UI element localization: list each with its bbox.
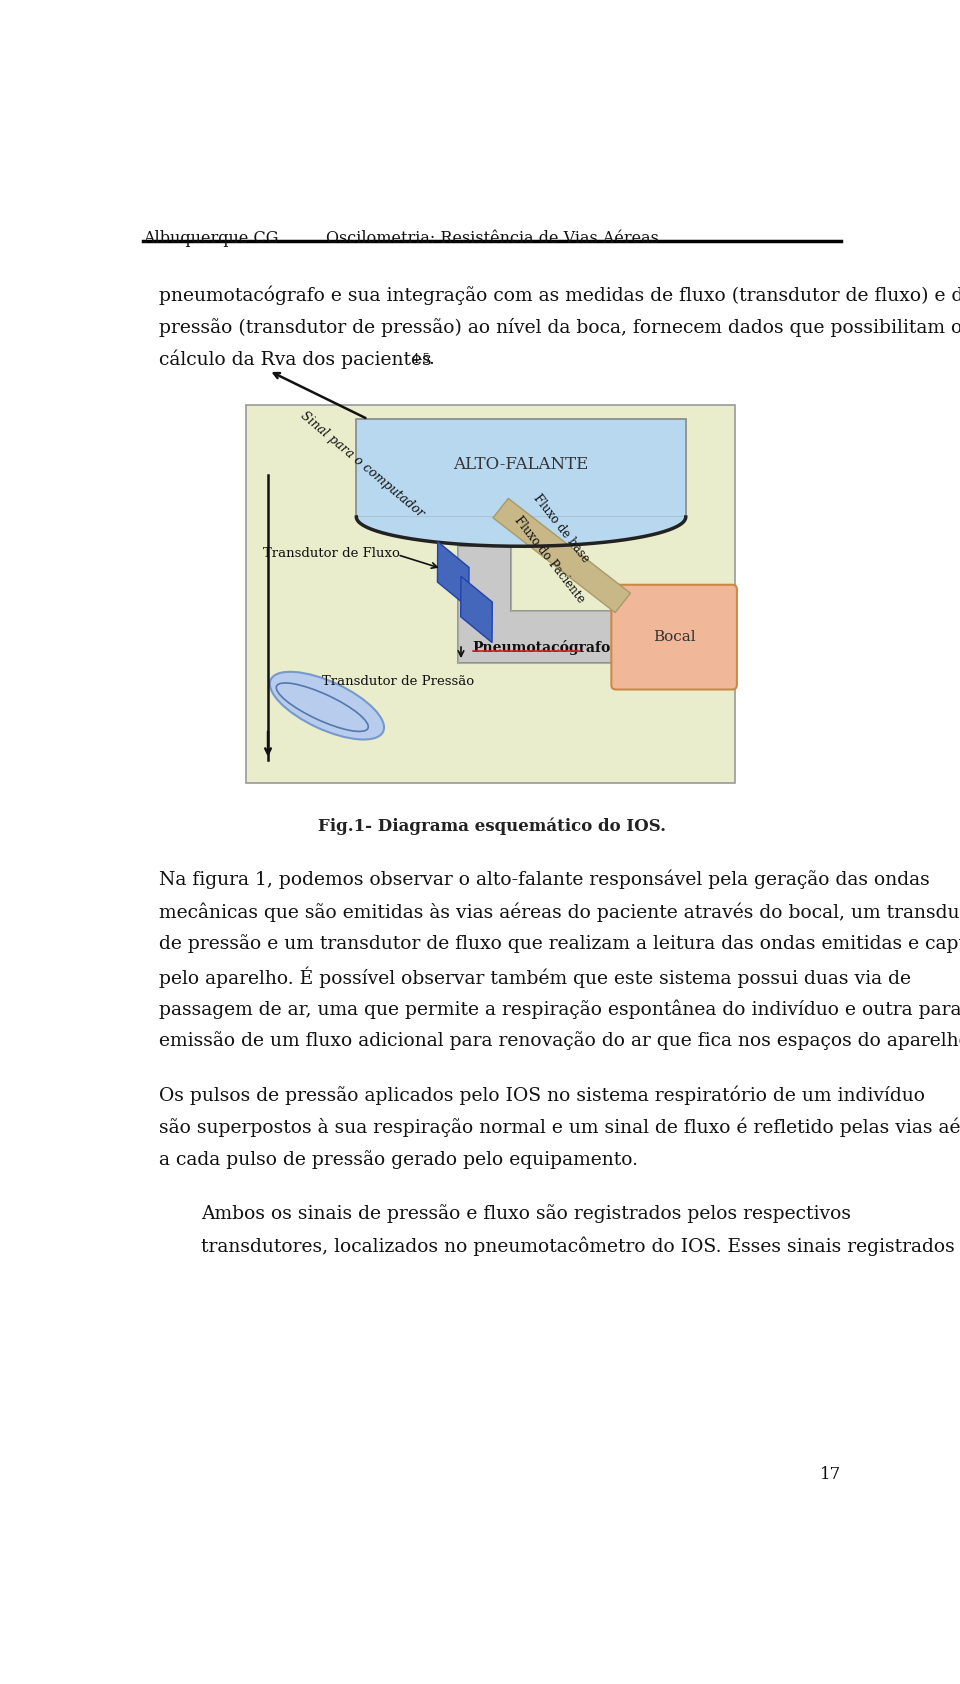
Text: pneumotacógrafo e sua integração com as medidas de fluxo (transdutor de fluxo) e: pneumotacógrafo e sua integração com as … bbox=[158, 285, 960, 305]
Text: mecânicas que são emitidas às vias aéreas do paciente através do bocal, um trans: mecânicas que são emitidas às vias aérea… bbox=[158, 903, 960, 921]
Text: Os pulsos de pressão aplicados pelo IOS no sistema respiratório de um indivíduo: Os pulsos de pressão aplicados pelo IOS … bbox=[158, 1084, 924, 1105]
Polygon shape bbox=[356, 517, 685, 546]
Text: transdutores, localizados no pneumotacômetro do IOS. Esses sinais registrados sã: transdutores, localizados no pneumotacôm… bbox=[202, 1236, 960, 1256]
Text: pressão (transdutor de pressão) ao nível da boca, fornecem dados que possibilita: pressão (transdutor de pressão) ao nível… bbox=[158, 318, 960, 337]
Text: Oscilometria: Resistência de Vias Aéreas: Oscilometria: Resistência de Vias Aéreas bbox=[325, 229, 659, 248]
Text: cálculo da Rva dos pacientes: cálculo da Rva dos pacientes bbox=[158, 350, 431, 369]
Text: Pneumotacógrafo: Pneumotacógrafo bbox=[472, 640, 611, 655]
Text: Fluxo do Paciente: Fluxo do Paciente bbox=[512, 514, 587, 605]
Text: Na figura 1, podemos observar o alto-falante responsável pela geração das ondas: Na figura 1, podemos observar o alto-fal… bbox=[158, 869, 929, 889]
Text: são superpostos à sua respiração normal e um sinal de fluxo é refletido pelas vi: são superpostos à sua respiração normal … bbox=[158, 1118, 960, 1137]
Text: Ambos os sinais de pressão e fluxo são registrados pelos respectivos: Ambos os sinais de pressão e fluxo são r… bbox=[202, 1204, 852, 1223]
Polygon shape bbox=[461, 576, 492, 643]
Text: Albuquerque CG: Albuquerque CG bbox=[143, 229, 278, 248]
Text: pelo aparelho. É possível observar também que este sistema possui duas via de: pelo aparelho. É possível observar també… bbox=[158, 967, 911, 989]
Text: .: . bbox=[428, 350, 434, 367]
Bar bbox=[247, 406, 734, 783]
Text: emissão de um fluxo adicional para renovação do ar que fica nos espaços do apare: emissão de um fluxo adicional para renov… bbox=[158, 1031, 960, 1051]
Polygon shape bbox=[493, 498, 631, 613]
Text: de pressão e um transdutor de fluxo que realizam a leitura das ondas emitidas e : de pressão e um transdutor de fluxo que … bbox=[158, 935, 960, 953]
Text: Bocal: Bocal bbox=[653, 630, 695, 645]
Text: 17: 17 bbox=[820, 1467, 841, 1484]
Polygon shape bbox=[438, 542, 469, 608]
FancyBboxPatch shape bbox=[612, 584, 737, 689]
Text: Sinal para o computador: Sinal para o computador bbox=[299, 409, 427, 520]
Text: Fluxo de base: Fluxo de base bbox=[531, 492, 592, 566]
Polygon shape bbox=[458, 546, 732, 663]
Bar bbox=[356, 419, 685, 517]
Text: passagem de ar, uma que permite a respiração espontânea do indivíduo e outra par: passagem de ar, uma que permite a respir… bbox=[158, 999, 960, 1019]
Text: ALTO-FALANTE: ALTO-FALANTE bbox=[453, 456, 588, 473]
Text: a cada pulso de pressão gerado pelo equipamento.: a cada pulso de pressão gerado pelo equi… bbox=[158, 1150, 637, 1169]
Text: Fig.1- Diagrama esquemático do IOS.: Fig.1- Diagrama esquemático do IOS. bbox=[318, 817, 666, 835]
Text: Transdutor de Pressão: Transdutor de Pressão bbox=[322, 675, 473, 687]
Text: 4-5: 4-5 bbox=[412, 354, 430, 365]
Ellipse shape bbox=[270, 672, 384, 739]
Text: Transdutor de Fluxo: Transdutor de Fluxo bbox=[263, 547, 400, 559]
